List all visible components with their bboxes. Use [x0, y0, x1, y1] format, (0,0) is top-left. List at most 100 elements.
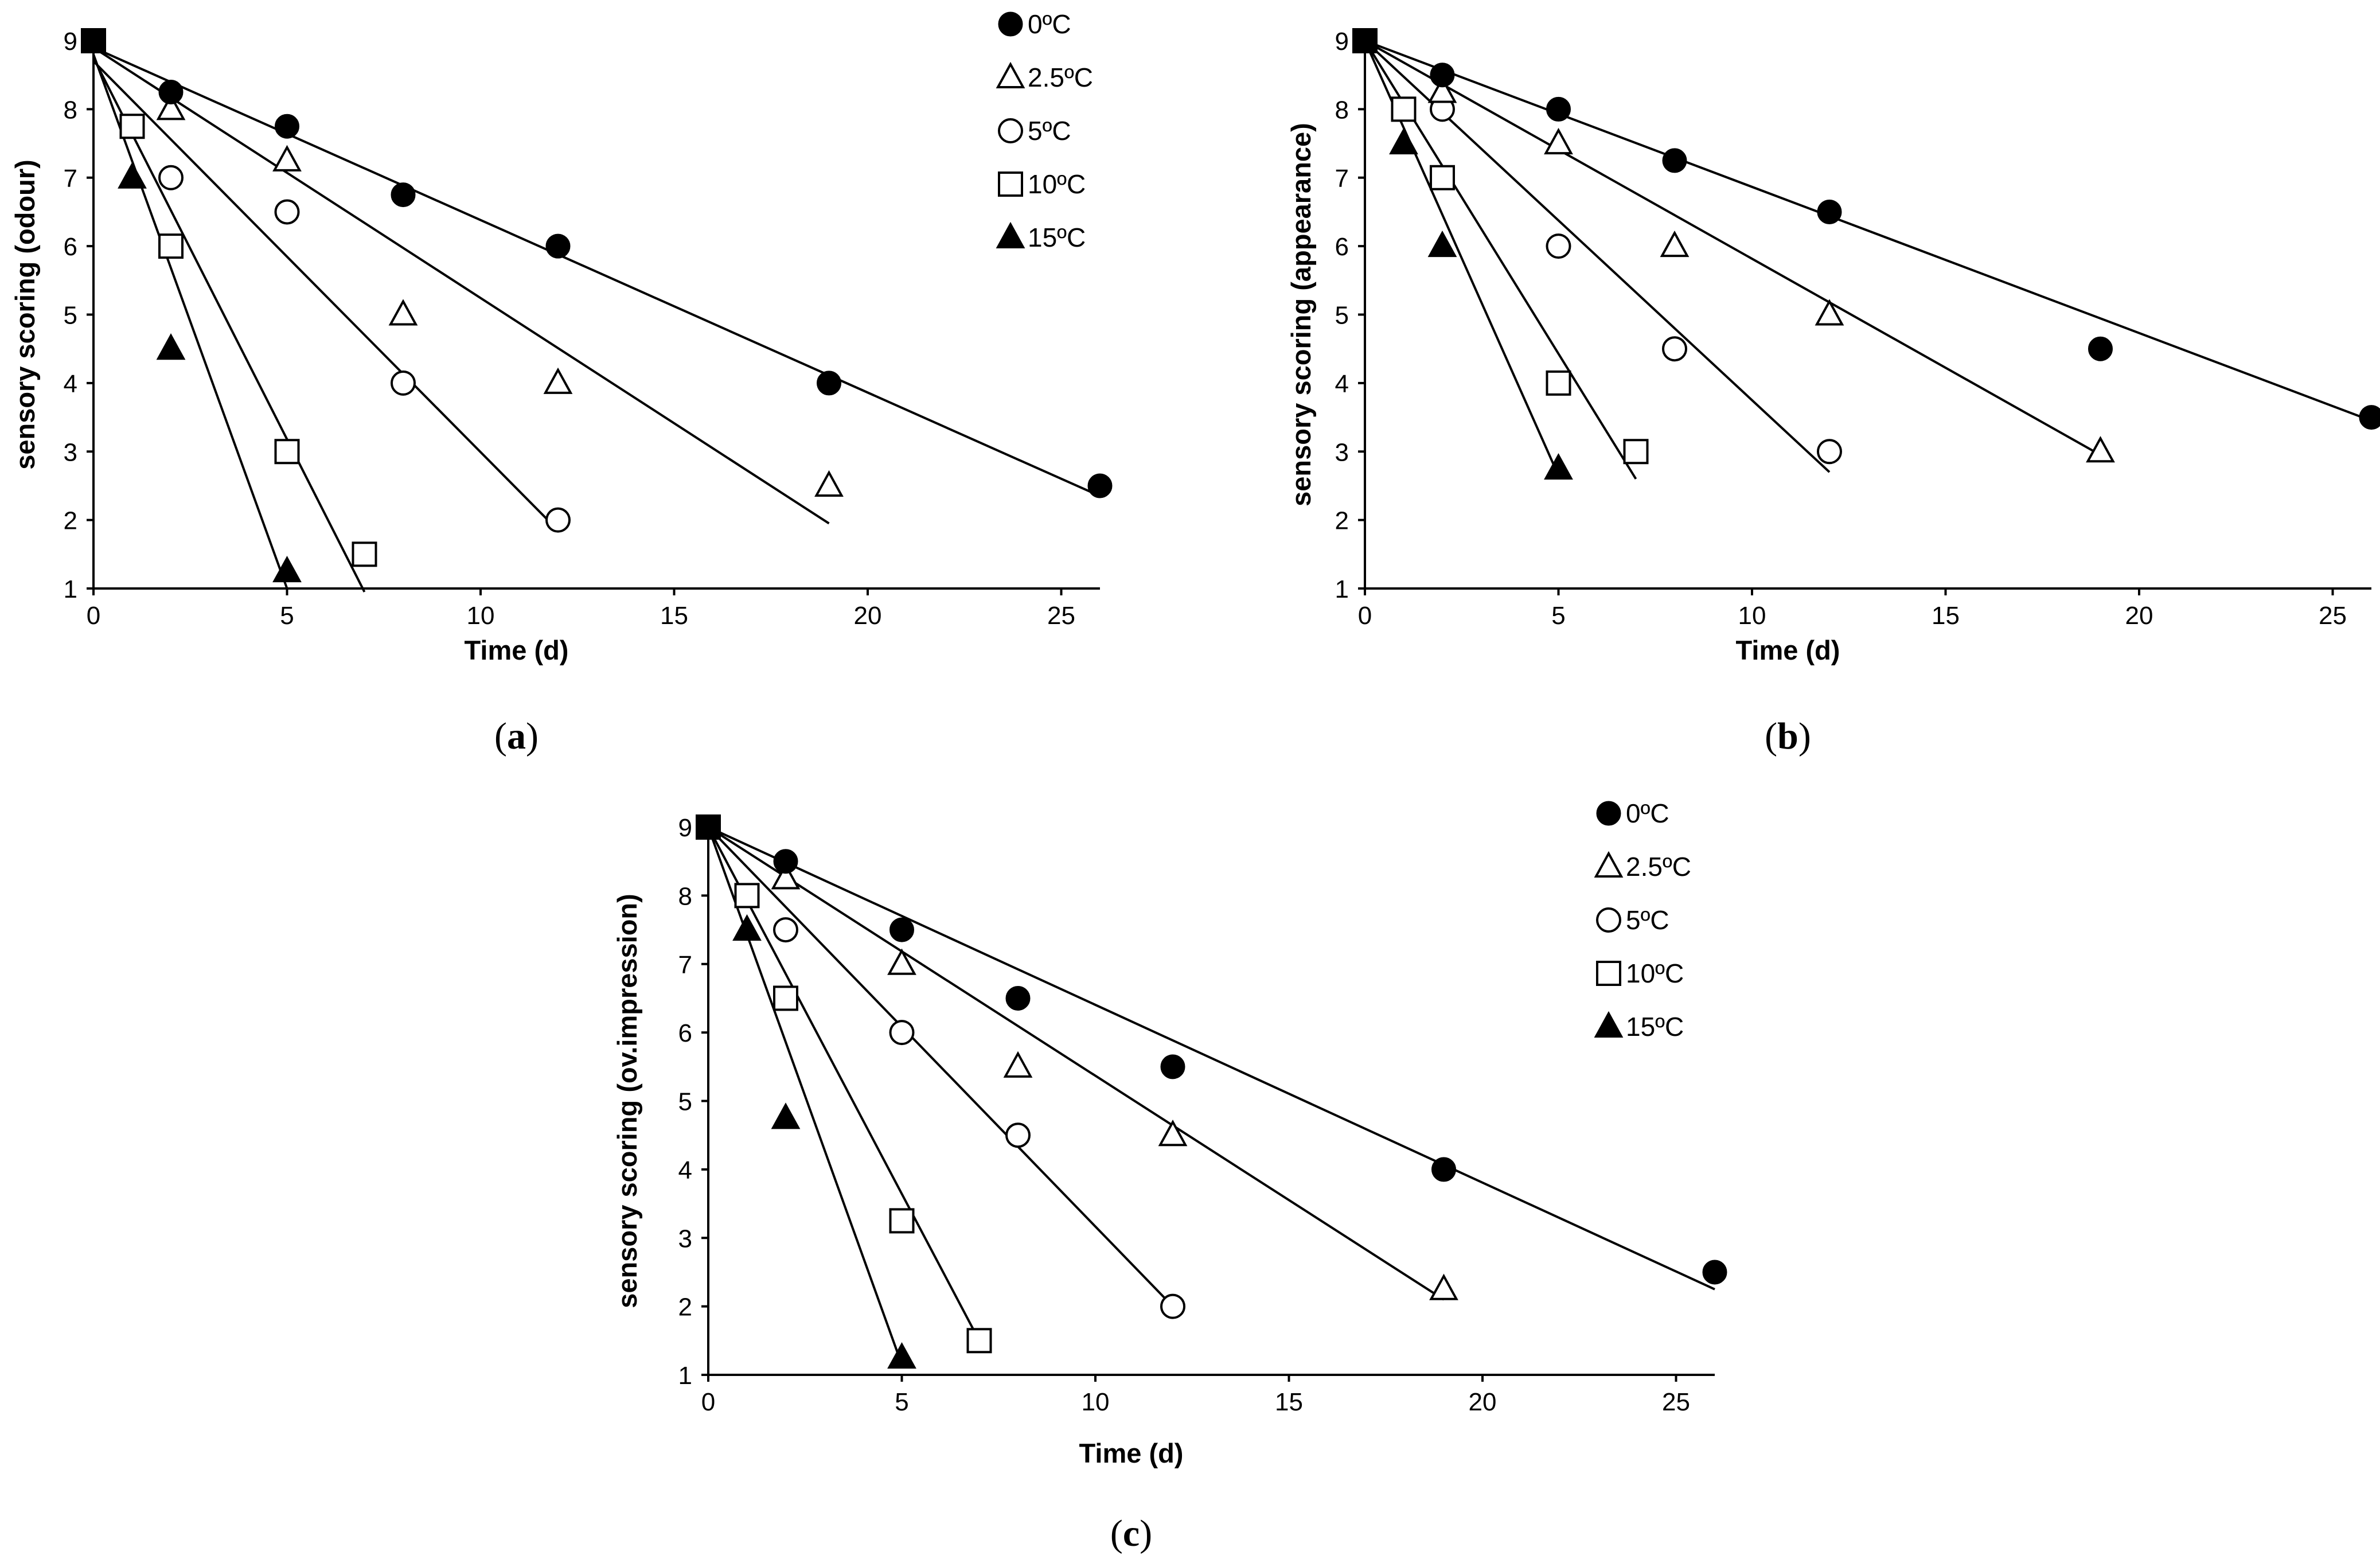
panel-b-point-0c: [1662, 148, 1687, 173]
panel-a-point-0c: [158, 80, 184, 105]
panel-c-y-tick-label: 8: [678, 882, 692, 910]
panel-c-x-tick-label: 0: [701, 1388, 715, 1416]
panel-c-y-tick-label: 3: [678, 1225, 692, 1253]
panel-c-x-axis-title: Time (d): [1079, 1438, 1184, 1468]
panel-a-legend-label-15c: 15ºC: [1028, 223, 1086, 252]
panel-a-y-tick-label: 4: [64, 370, 77, 398]
panel-c-point-0c: [773, 849, 798, 874]
panel-c-legend-marker-2-5c: [1594, 851, 1624, 878]
panel-c-fit-line-0c: [708, 826, 1715, 1291]
panel-c-point-2-5c: [1003, 1051, 1033, 1078]
panel-c-point-15c: [732, 914, 762, 941]
panel-c-start-point: [696, 814, 721, 840]
panel-b-y-tick-label: 8: [1335, 96, 1349, 124]
panel-b-x-tick-label: 0: [1358, 602, 1372, 630]
panel-b-x-tick-label: 5: [1551, 602, 1565, 630]
panel-a-fit-line-2-5c: [92, 46, 830, 525]
panel-b-point-0c: [1430, 63, 1455, 88]
panel-a-point-0c: [817, 371, 841, 396]
panel-a-x-tick-label: 10: [467, 602, 495, 630]
panel-c-legend-label-15c: 15ºC: [1626, 1012, 1684, 1042]
panel-c-x-tick-label: 25: [1662, 1388, 1690, 1416]
panel-c-point-2-5c: [1158, 1120, 1188, 1147]
panel-a-point-0c: [391, 182, 416, 208]
panel-a-x-tick-label: 15: [660, 602, 688, 630]
panel-c-point-0c: [1005, 985, 1031, 1011]
panel-c-legend-label-5c: 5ºC: [1626, 905, 1669, 935]
panel-c-legend-label-0c: 0ºC: [1626, 798, 1669, 828]
panel-c-legend-marker-10c: [1596, 961, 1621, 986]
panel-a-legend-marker-2-5c: [996, 61, 1025, 88]
panel-b-fit-line-2-5c: [1364, 40, 2101, 456]
panel-a-point-5c: [158, 165, 184, 190]
panel-a-point-0c: [545, 233, 571, 259]
panel-a-x-tick-label: 0: [87, 602, 100, 630]
panel-a-start-point: [81, 28, 106, 53]
panel-a-legend-label-0c: 0ºC: [1028, 9, 1071, 39]
panel-a-y-tick-label: 6: [64, 233, 77, 261]
panel-c-point-10c: [773, 985, 798, 1011]
panel-b-point-0c: [2088, 336, 2113, 361]
panel-a-point-10c: [352, 541, 377, 567]
panel-c-x-tick-label: 15: [1275, 1388, 1303, 1416]
panel-c-legend-label-10c: 10ºC: [1626, 958, 1684, 988]
panel-b-point-2-5c: [1660, 230, 1690, 258]
panel-c-point-0c: [1431, 1157, 1456, 1182]
panel-c-point-5c: [773, 917, 798, 943]
panel-a-legend-marker-5c: [998, 118, 1023, 143]
panel-a-y-tick-label: 1: [64, 575, 77, 603]
panel-a-point-5c: [545, 507, 571, 533]
panel-c-y-tick-label: 9: [678, 814, 692, 842]
panel-c-y-tick-label: 5: [678, 1088, 692, 1116]
panel-b-y-tick-label: 1: [1335, 575, 1349, 603]
panel-b-point-5c: [1546, 233, 1571, 259]
panel-b-point-0c: [2359, 405, 2380, 430]
panel-b-y-axis-title: sensory scoring (appearance): [1286, 123, 1316, 506]
panel-b-y-tick-label: 9: [1335, 28, 1349, 56]
panel-a-point-5c: [274, 199, 300, 225]
panel-a-y-tick-label: 8: [64, 96, 77, 124]
panel-a-legend-label-2-5c: 2.5ºC: [1028, 63, 1093, 92]
panel-b-x-axis-title: Time (d): [1736, 635, 1840, 665]
panel-c-fit-line-2-5c: [707, 826, 1445, 1301]
panel-a-caption: (a): [494, 715, 539, 757]
panel-c-point-5c: [1005, 1122, 1031, 1148]
panel-a-point-2-5c: [543, 367, 573, 394]
panel-c-point-5c: [1160, 1293, 1185, 1319]
panel-a-y-axis-title: sensory scoring (odour): [10, 159, 40, 470]
panel-a-point-2-5c: [156, 93, 186, 120]
panel-b-point-15c: [1389, 127, 1418, 155]
panel-c-fit-line-10c: [707, 827, 981, 1342]
panel-b-fit-line-0c: [1364, 40, 2372, 422]
panel-b-point-0c: [1817, 199, 1842, 224]
panel-a-legend-marker-0c: [998, 11, 1023, 37]
panel-b-point-10c: [1546, 370, 1571, 396]
panel-b-y-tick-label: 4: [1335, 370, 1349, 398]
panel-a-fit-line-5c: [92, 60, 559, 531]
panel-a-legend-label-5c: 5ºC: [1028, 116, 1071, 146]
panel-b-x-tick-label: 15: [1932, 602, 1960, 630]
panel-c: 0 5 10 15 20 25 1 2 3 4 5 6 7 8 9 Time (d) sensory scori…: [612, 798, 1727, 1554]
panel-a-point-15c: [272, 556, 302, 583]
panel-a-point-10c: [119, 114, 145, 139]
panel-b-point-0c: [1546, 96, 1571, 122]
panel-a-point-2-5c: [272, 145, 302, 171]
panel-b-point-10c: [1391, 96, 1417, 122]
panel-c-legend-marker-15c: [1594, 1011, 1624, 1038]
panel-a-x-axis-title: Time (d): [465, 635, 569, 665]
panel-b-x-tick-label: 25: [2319, 602, 2347, 630]
panel-b-y-tick-label: 2: [1335, 507, 1349, 535]
panel-c-point-10c: [734, 883, 760, 909]
panel-a-legend-marker-10c: [998, 171, 1023, 197]
panel-c-point-10c: [889, 1208, 915, 1234]
panel-a-y-tick-label: 7: [64, 165, 77, 193]
panel-b: 0 5 10 15 20 25 1 2 3 4 5 6 7 8 9 Time (d) sensory scori…: [1286, 28, 2380, 757]
panel-b-point-15c: [1544, 453, 1573, 480]
panel-c-y-axis-title: sensory scoring (ov.impression): [612, 894, 642, 1308]
panel-b-start-point: [1352, 28, 1378, 53]
panel-b-caption: (b): [1765, 715, 1811, 757]
panel-c-point-0c: [1160, 1054, 1185, 1079]
panel-a-legend: 0ºC 2.5ºC 5ºC 10ºC 15ºC: [996, 9, 1093, 252]
panel-a-point-10c: [274, 439, 300, 465]
